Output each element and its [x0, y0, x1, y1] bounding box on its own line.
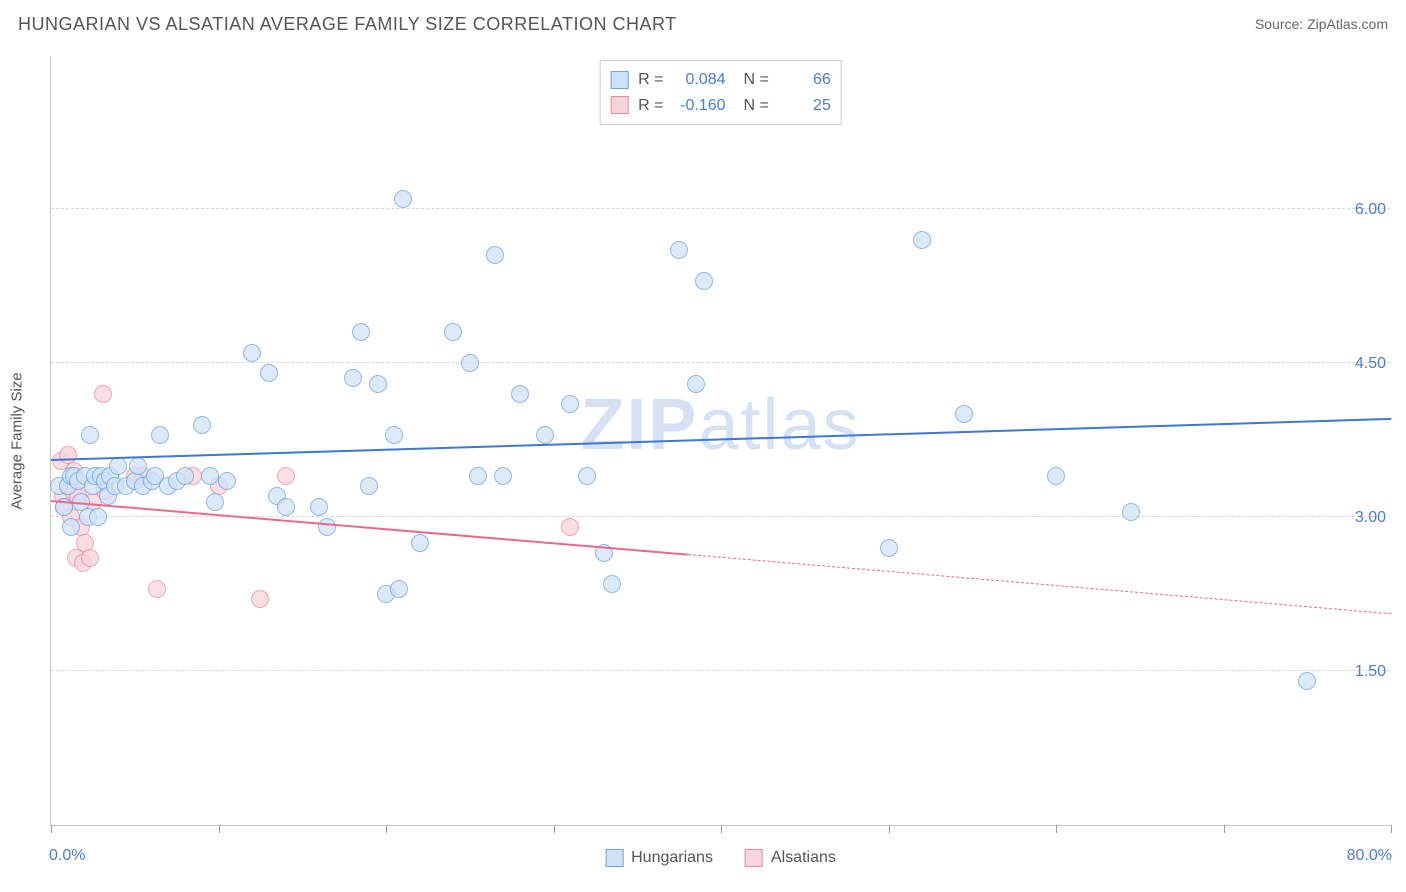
stats-row-alsatian: R = -0.160 N = 25: [610, 93, 831, 119]
point-alsatian: [251, 590, 269, 608]
point-hungarian: [310, 498, 328, 516]
point-hungarian: [260, 364, 278, 382]
point-hungarian: [394, 190, 412, 208]
swatch-hungarian-icon: [605, 849, 623, 867]
y-tick-label: 6.00: [1355, 201, 1386, 219]
point-hungarian: [561, 395, 579, 413]
point-hungarian: [469, 467, 487, 485]
chart-title: HUNGARIAN VS ALSATIAN AVERAGE FAMILY SIZ…: [18, 14, 677, 35]
gridline: [51, 208, 1390, 209]
point-hungarian: [193, 416, 211, 434]
point-hungarian: [578, 467, 596, 485]
legend-item-hungarian: Hungarians: [605, 849, 713, 867]
point-hungarian: [536, 426, 554, 444]
point-hungarian: [277, 498, 295, 516]
y-tick-label: 3.00: [1355, 509, 1386, 527]
point-hungarian: [352, 323, 370, 341]
swatch-alsatian: [610, 96, 628, 114]
series-legend: Hungarians Alsatians: [605, 849, 836, 867]
point-hungarian: [360, 477, 378, 495]
point-alsatian: [81, 549, 99, 567]
x-tick: [889, 825, 890, 833]
point-hungarian: [687, 375, 705, 393]
point-hungarian: [318, 518, 336, 536]
trendline-alsatian: [51, 500, 688, 556]
point-hungarian: [955, 405, 973, 423]
point-hungarian: [1298, 672, 1316, 690]
scatter-plot-area: Average Family Size ZIPatlas R = 0.084 N…: [50, 56, 1390, 826]
point-alsatian: [561, 518, 579, 536]
point-hungarian: [129, 457, 147, 475]
point-hungarian: [344, 369, 362, 387]
swatch-alsatian-icon: [745, 849, 763, 867]
point-alsatian: [94, 385, 112, 403]
x-tick: [1391, 825, 1392, 833]
x-tick: [721, 825, 722, 833]
y-axis-title: Average Family Size: [9, 372, 26, 509]
point-hungarian: [243, 344, 261, 362]
point-alsatian: [148, 580, 166, 598]
point-hungarian: [670, 241, 688, 259]
trendline-hungarian: [51, 417, 1391, 460]
point-hungarian: [461, 354, 479, 372]
gridline: [51, 670, 1390, 671]
swatch-hungarian: [610, 71, 628, 89]
x-tick: [1056, 825, 1057, 833]
point-hungarian: [385, 426, 403, 444]
point-hungarian: [206, 493, 224, 511]
x-tick: [219, 825, 220, 833]
trendline-alsatian: [687, 554, 1391, 614]
point-hungarian: [603, 575, 621, 593]
point-hungarian: [913, 231, 931, 249]
point-hungarian: [1122, 503, 1140, 521]
x-tick: [51, 825, 52, 833]
gridline: [51, 362, 1390, 363]
correlation-stats-legend: R = 0.084 N = 66 R = -0.160 N = 25: [599, 60, 842, 125]
point-hungarian: [444, 323, 462, 341]
point-hungarian: [176, 467, 194, 485]
point-hungarian: [695, 272, 713, 290]
point-hungarian: [62, 518, 80, 536]
point-hungarian: [411, 534, 429, 552]
point-hungarian: [201, 467, 219, 485]
x-tick: [1224, 825, 1225, 833]
y-tick-label: 1.50: [1355, 663, 1386, 681]
point-hungarian: [151, 426, 169, 444]
point-hungarian: [486, 246, 504, 264]
point-hungarian: [81, 426, 99, 444]
point-hungarian: [1047, 467, 1065, 485]
point-hungarian: [369, 375, 387, 393]
x-tick: [386, 825, 387, 833]
point-hungarian: [511, 385, 529, 403]
source-attribution: Source: ZipAtlas.com: [1255, 16, 1388, 32]
legend-item-alsatian: Alsatians: [745, 849, 836, 867]
point-hungarian: [218, 472, 236, 490]
point-hungarian: [494, 467, 512, 485]
stats-row-hungarian: R = 0.084 N = 66: [610, 67, 831, 93]
x-axis-min-label: 0.0%: [49, 847, 85, 865]
point-hungarian: [880, 539, 898, 557]
watermark-text: ZIPatlas: [580, 384, 860, 466]
point-alsatian: [277, 467, 295, 485]
point-hungarian: [109, 457, 127, 475]
point-hungarian: [390, 580, 408, 598]
point-hungarian: [89, 508, 107, 526]
x-axis-max-label: 80.0%: [1347, 847, 1392, 865]
y-tick-label: 4.50: [1355, 355, 1386, 373]
x-tick: [554, 825, 555, 833]
chart-header: HUNGARIAN VS ALSATIAN AVERAGE FAMILY SIZ…: [0, 0, 1406, 48]
